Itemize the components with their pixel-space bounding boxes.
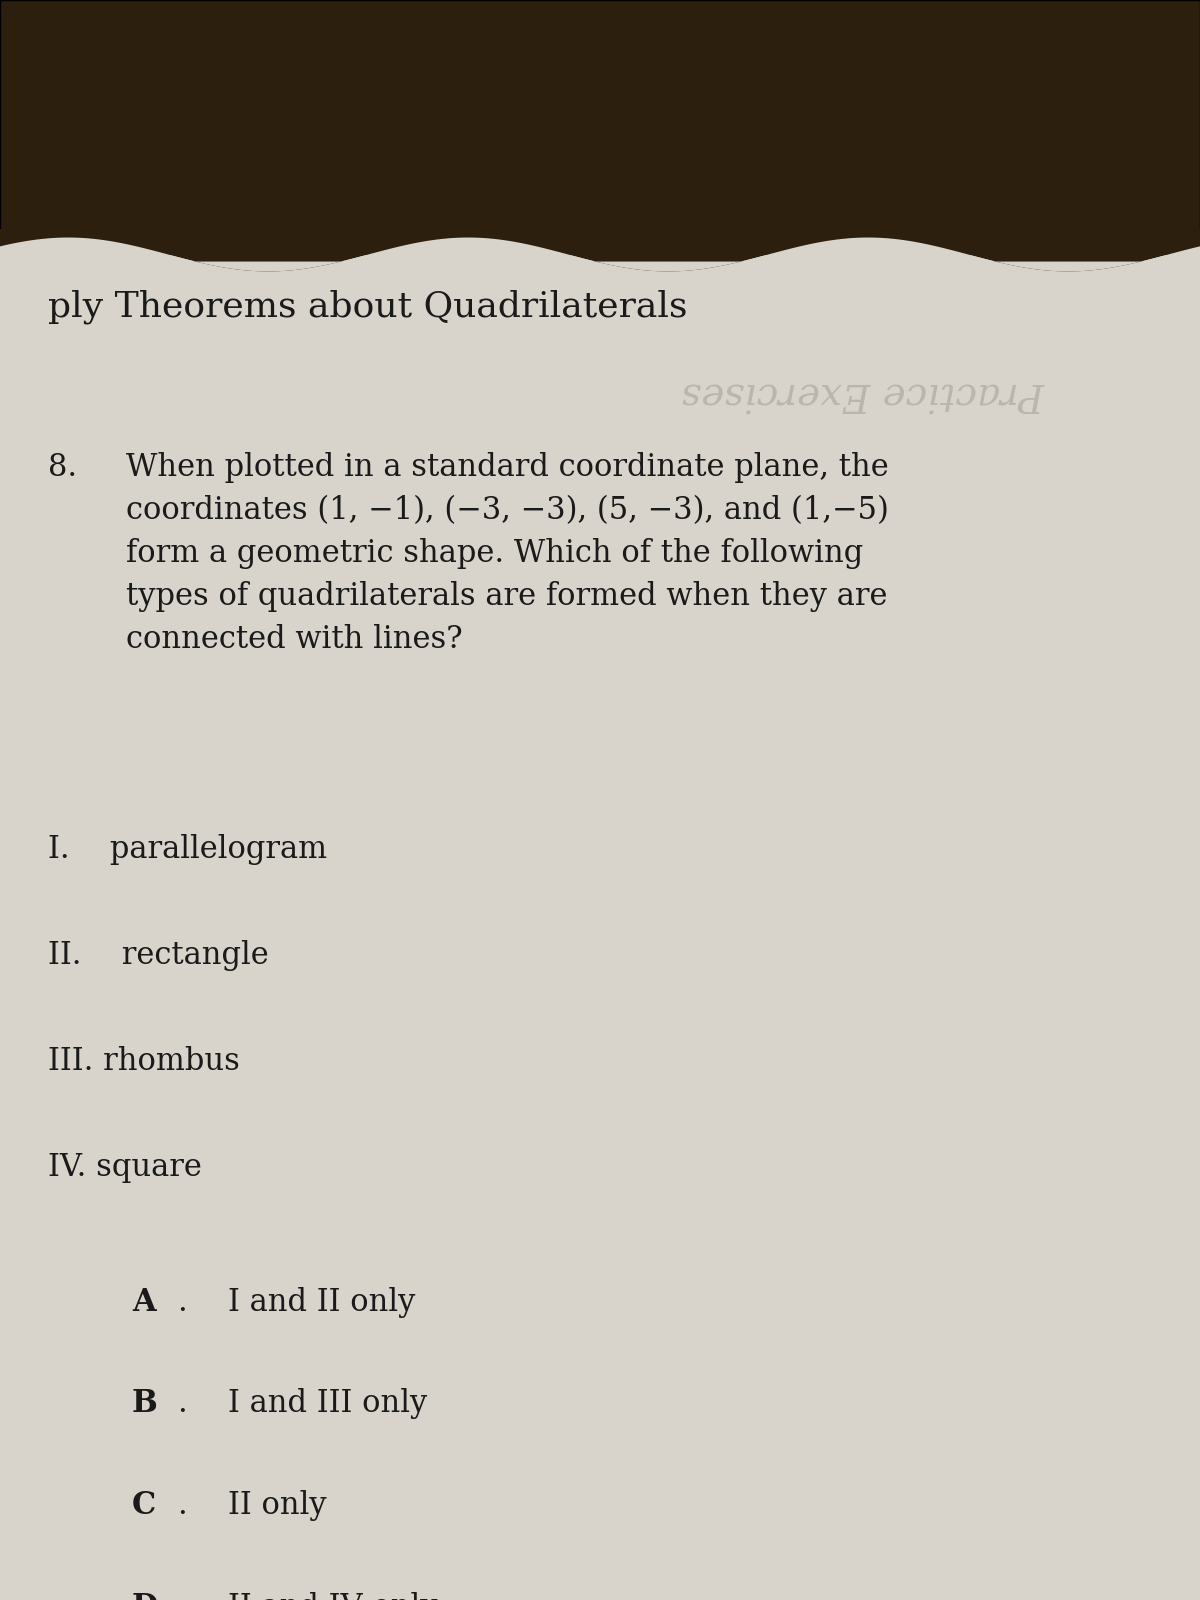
Text: .  II and IV only: . II and IV only	[178, 1592, 437, 1600]
Text: B: B	[132, 1389, 157, 1419]
Text: .  I and II only: . I and II only	[178, 1286, 415, 1317]
Text: IV. square: IV. square	[48, 1152, 202, 1184]
Text: I.  parallelogram: I. parallelogram	[48, 834, 328, 866]
Text: ply Theorems about Quadrilaterals: ply Theorems about Quadrilaterals	[48, 290, 688, 325]
Text: .  II only: . II only	[178, 1490, 326, 1522]
Text: III. rhombus: III. rhombus	[48, 1046, 240, 1077]
Text: When plotted in a standard coordinate plane, the
coordinates (1, −1), (−3, −3), : When plotted in a standard coordinate pl…	[126, 453, 889, 656]
Text: Practice Exercises: Practice Exercises	[682, 374, 1046, 411]
Text: C: C	[132, 1490, 156, 1522]
Text: 8.: 8.	[48, 453, 77, 483]
FancyBboxPatch shape	[0, 0, 1200, 254]
Text: .  I and III only: . I and III only	[178, 1389, 427, 1419]
Text: D: D	[132, 1592, 158, 1600]
Text: A: A	[132, 1286, 156, 1317]
Text: II.  rectangle: II. rectangle	[48, 941, 269, 971]
